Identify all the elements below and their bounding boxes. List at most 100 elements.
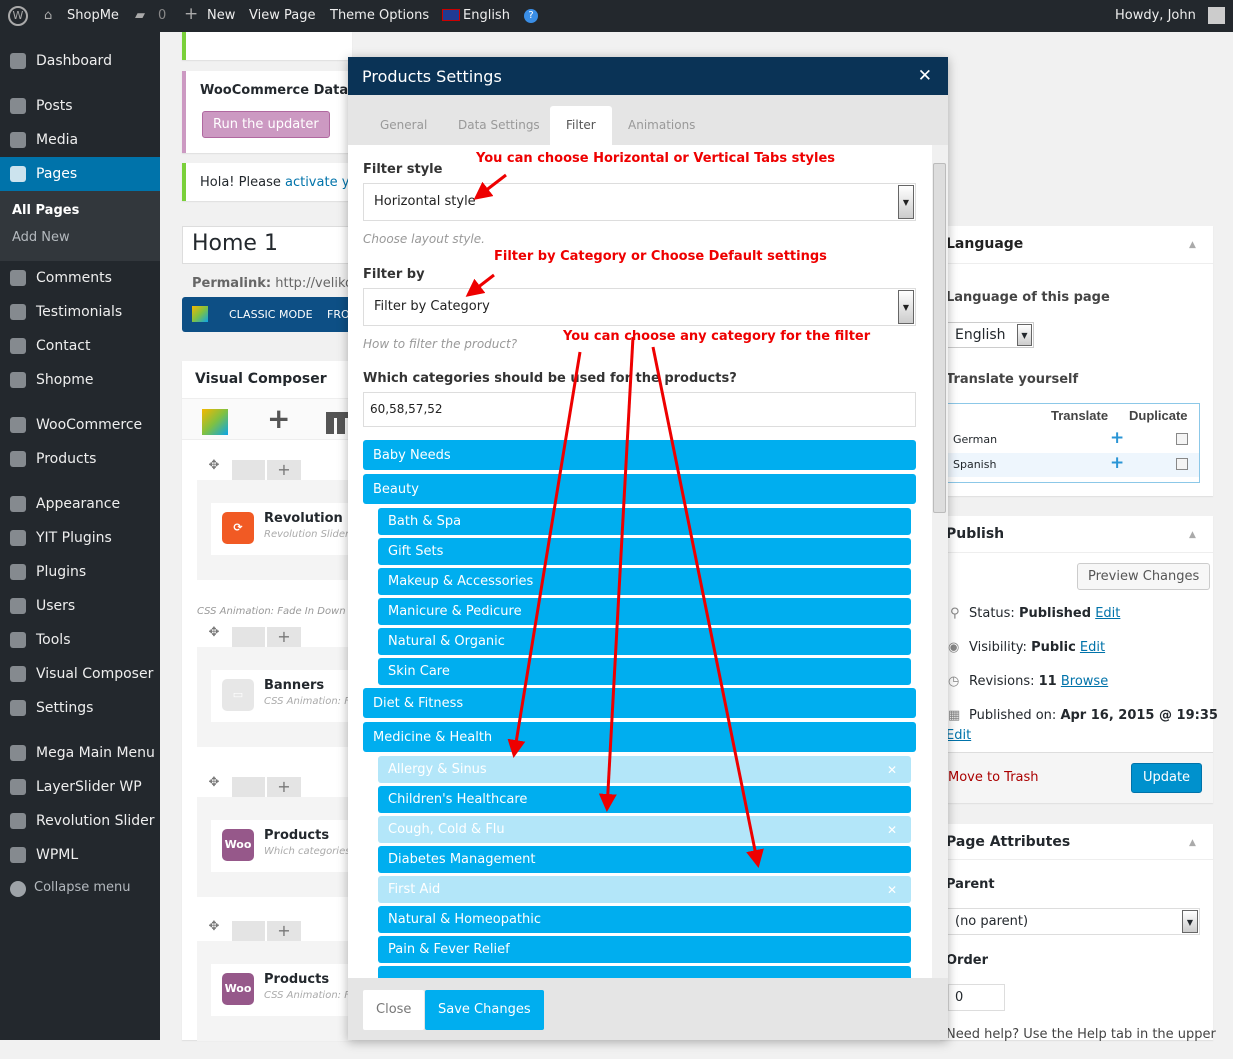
update-button[interactable]: Update (1131, 763, 1202, 793)
avatar[interactable] (1208, 7, 1225, 24)
wordpress-logo-icon[interactable]: W (8, 6, 28, 26)
vc-row[interactable]: ✥ + Woo Products CSS Animation: Fa (197, 919, 356, 1059)
filter-by-select[interactable]: Filter by Category ▼ (363, 288, 916, 326)
sidebar-item-mega-main-menu[interactable]: Mega Main Menu (0, 736, 160, 770)
sidebar-item-settings[interactable]: Settings (0, 691, 160, 725)
tab-data-settings[interactable]: Data Settings (458, 118, 540, 132)
submenu-add-new[interactable]: Add New (12, 230, 70, 245)
add-icon[interactable]: + (267, 777, 301, 797)
tab-animations[interactable]: Animations (628, 118, 696, 132)
category-item[interactable]: Natural & Homeopathic (378, 906, 911, 933)
category-item[interactable]: Gift Sets (378, 538, 911, 565)
edit-date-link[interactable]: Edit (946, 728, 972, 743)
filter-style-select[interactable]: Horizontal style ▼ (363, 183, 916, 221)
close-button[interactable]: Close (363, 990, 425, 1030)
close-icon[interactable]: ✕ (917, 66, 932, 86)
permalink-url[interactable]: http://velikorc (275, 276, 352, 291)
new-link[interactable]: New (207, 8, 236, 23)
sidebar-item-users[interactable]: Users (0, 589, 160, 623)
site-link[interactable]: ShopMe (67, 8, 119, 23)
sidebar-item-posts[interactable]: Posts (0, 89, 160, 123)
remove-icon[interactable]: ✕ (886, 882, 897, 897)
duplicate-checkbox[interactable] (1176, 433, 1188, 445)
activate-link[interactable]: activate you (284, 175, 352, 190)
modal-scrollbar[interactable] (932, 145, 948, 978)
collapse-arrow-icon[interactable]: ▲ (1189, 240, 1196, 250)
translate-plus-icon[interactable]: + (1110, 428, 1125, 448)
sidebar-item-products[interactable]: Products (0, 442, 160, 476)
category-item[interactable]: Bath & Spa (378, 508, 911, 535)
sidebar-item-comments[interactable]: Comments (0, 261, 160, 295)
collapse-arrow-icon[interactable]: ▲ (1189, 838, 1196, 848)
category-item[interactable]: Cough, Cold & Flu ✕ (378, 816, 911, 843)
category-item[interactable]: Pain & Fever Relief (378, 936, 911, 963)
category-item[interactable]: Manicure & Pedicure (378, 598, 911, 625)
category-item[interactable]: Diet & Fitness (363, 688, 916, 718)
tab-general[interactable]: General (380, 118, 428, 132)
sidebar-item-tools[interactable]: Tools (0, 623, 160, 657)
edit-visibility-link[interactable]: Edit (1079, 640, 1106, 655)
howdy-user[interactable]: Howdy, John (1115, 8, 1196, 23)
edit-status-link[interactable]: Edit (1095, 606, 1121, 621)
category-item[interactable]: Makeup & Accessories (378, 568, 911, 595)
dropdown-arrow-icon[interactable]: ▼ (898, 185, 914, 219)
sidebar-item-layerslider-wp[interactable]: LayerSlider WP (0, 770, 160, 804)
category-item[interactable]: Children's Healthcare (378, 786, 911, 813)
dropdown-arrow-icon[interactable]: ▼ (1017, 324, 1032, 346)
classic-mode-button[interactable]: CLASSIC MODE (229, 308, 313, 321)
vc-element[interactable]: ▭ Banners CSS Animation: Fa (211, 670, 356, 722)
vc-element[interactable]: Woo Products Which categories (211, 820, 352, 872)
sidebar-item-visual-composer[interactable]: Visual Composer (0, 657, 160, 691)
translate-plus-icon[interactable]: + (1110, 453, 1125, 473)
sidebar-item-appearance[interactable]: Appearance (0, 487, 160, 521)
move-icon[interactable]: ✥ (197, 625, 231, 647)
templates-icon[interactable] (326, 412, 352, 434)
column-layout-icon[interactable] (232, 777, 265, 797)
category-item[interactable]: Baby Needs (363, 440, 916, 470)
move-icon[interactable]: ✥ (197, 919, 231, 941)
sidebar-item-woocommerce[interactable]: WooCommerce (0, 408, 160, 442)
sidebar-item-wpml[interactable]: WPML (0, 838, 160, 872)
language-switcher[interactable]: English (463, 8, 510, 23)
move-icon[interactable]: ✥ (197, 775, 231, 797)
browse-revisions-link[interactable]: Browse (1060, 674, 1109, 689)
add-icon[interactable]: + (267, 921, 301, 941)
view-page-link[interactable]: View Page (249, 8, 316, 23)
submenu-all-pages[interactable]: All Pages (0, 203, 160, 218)
collapse-arrow-icon[interactable]: ▲ (1189, 530, 1196, 540)
vc-element[interactable]: ⟳ Revolution Sl Revolution Slider: (211, 503, 361, 555)
collapse-icon[interactable] (10, 881, 26, 897)
sidebar-item-shopme[interactable]: Shopme (0, 363, 160, 397)
language-select[interactable]: English ▼ (946, 322, 1034, 348)
column-layout-icon[interactable] (232, 627, 265, 647)
column-layout-icon[interactable] (232, 460, 265, 480)
add-icon[interactable]: + (267, 627, 301, 647)
run-updater-button[interactable]: Run the updater (202, 111, 330, 138)
sidebar-item-dashboard[interactable]: Dashboard (0, 44, 160, 78)
sidebar-item-testimonials[interactable]: Testimonials (0, 295, 160, 329)
category-item[interactable]: Skin Care (378, 658, 911, 685)
category-item[interactable]: Allergy & Sinus ✕ (378, 756, 911, 783)
tab-filter[interactable]: Filter (550, 106, 612, 145)
title-input[interactable]: Home 1 (182, 226, 352, 264)
category-item[interactable]: Natural & Organic (378, 628, 911, 655)
vc-row[interactable]: ✥ + ⟳ Revolution Sl Revolution Slider: (197, 458, 361, 598)
sidebar-item-plugins[interactable]: Plugins (0, 555, 160, 589)
remove-icon[interactable]: ✕ (886, 762, 897, 777)
add-element-icon[interactable]: + (267, 402, 291, 435)
frontend-button[interactable]: FRO (327, 308, 350, 321)
vc-row[interactable]: ✥ + Woo Products Which categories (197, 775, 352, 915)
vc-row[interactable]: ✥ + ▭ Banners CSS Animation: Fa (197, 625, 356, 765)
move-icon[interactable]: ✥ (197, 458, 231, 480)
sidebar-item-contact[interactable]: Contact (0, 329, 160, 363)
category-item[interactable]: Medicine & Health (363, 722, 916, 752)
preview-changes-button[interactable]: Preview Changes (1077, 563, 1211, 590)
categories-input[interactable]: 60,58,57,52 (363, 392, 916, 427)
sidebar-item-media[interactable]: Media (0, 123, 160, 157)
order-input[interactable]: 0 (948, 984, 1005, 1011)
move-to-trash-link[interactable]: Move to Trash (948, 770, 1039, 785)
parent-select[interactable]: (no parent) ▼ (946, 908, 1200, 935)
sidebar-item-pages[interactable]: Pages (0, 157, 160, 191)
category-item[interactable] (378, 966, 911, 978)
collapse-menu[interactable]: Collapse menu (34, 880, 131, 895)
